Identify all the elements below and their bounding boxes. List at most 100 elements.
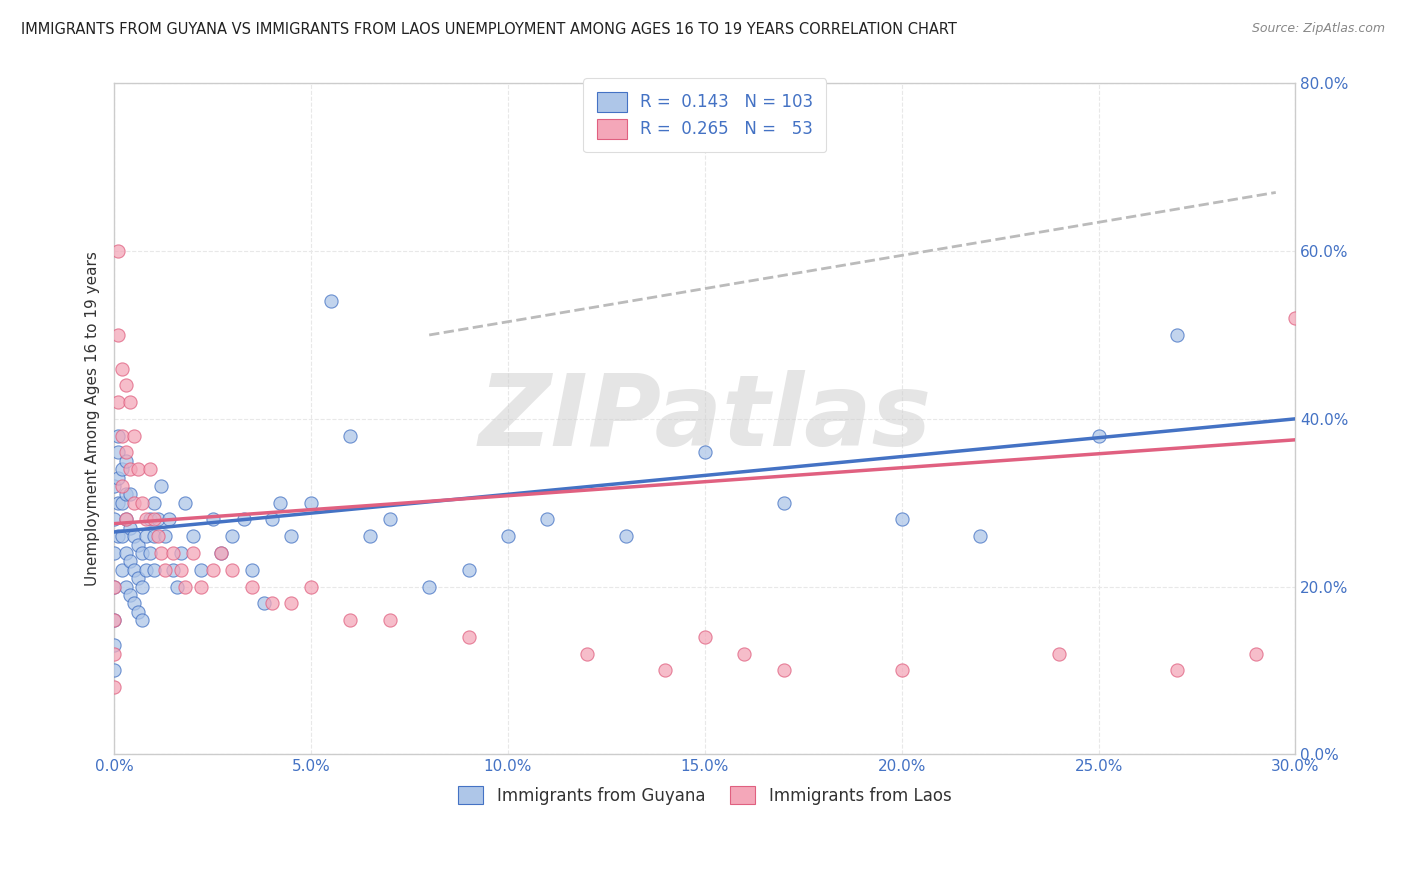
Point: [115, 580, 138, 594]
Point: [122, 596, 145, 610]
Point: [111, 361, 134, 376]
Point: [115, 445, 138, 459]
Point: [103, 638, 125, 652]
Point: [890, 512, 912, 526]
Point: [142, 496, 165, 510]
Point: [111, 563, 134, 577]
Point: [575, 647, 598, 661]
Point: [457, 630, 479, 644]
Point: [107, 244, 129, 259]
Point: [166, 580, 188, 594]
Point: [131, 580, 153, 594]
Point: [146, 529, 169, 543]
Point: [107, 428, 129, 442]
Point: [280, 529, 302, 543]
Point: [111, 428, 134, 442]
Point: [118, 487, 141, 501]
Point: [115, 487, 138, 501]
Point: [162, 563, 184, 577]
Point: [142, 529, 165, 543]
Point: [107, 470, 129, 484]
Point: [107, 496, 129, 510]
Point: [536, 512, 558, 526]
Point: [190, 563, 212, 577]
Point: [319, 294, 342, 309]
Point: [693, 445, 716, 459]
Legend: Immigrants from Guyana, Immigrants from Laos: Immigrants from Guyana, Immigrants from …: [450, 778, 960, 813]
Point: [157, 512, 180, 526]
Point: [107, 328, 129, 343]
Point: [1284, 311, 1306, 326]
Point: [181, 529, 204, 543]
Point: [496, 529, 519, 543]
Point: [115, 454, 138, 468]
Point: [1087, 428, 1109, 442]
Point: [150, 546, 173, 560]
Point: [201, 512, 224, 526]
Point: [299, 580, 322, 594]
Point: [111, 496, 134, 510]
Point: [378, 512, 401, 526]
Point: [115, 378, 138, 392]
Point: [131, 496, 153, 510]
Point: [772, 664, 794, 678]
Point: [280, 596, 302, 610]
Point: [299, 496, 322, 510]
Point: [103, 546, 125, 560]
Point: [115, 512, 138, 526]
Point: [103, 680, 125, 694]
Point: [103, 580, 125, 594]
Point: [131, 546, 153, 560]
Point: [107, 445, 129, 459]
Text: ZIPatlas: ZIPatlas: [478, 370, 931, 467]
Point: [138, 462, 160, 476]
Point: [233, 512, 256, 526]
Point: [135, 512, 157, 526]
Point: [103, 512, 125, 526]
Point: [457, 563, 479, 577]
Point: [209, 546, 232, 560]
Point: [201, 563, 224, 577]
Point: [890, 664, 912, 678]
Point: [1244, 647, 1267, 661]
Point: [122, 563, 145, 577]
Point: [418, 580, 440, 594]
Point: [127, 571, 149, 585]
Point: [190, 580, 212, 594]
Point: [107, 395, 129, 409]
Point: [142, 512, 165, 526]
Point: [614, 529, 637, 543]
Point: [772, 496, 794, 510]
Point: [103, 613, 125, 627]
Point: [162, 546, 184, 560]
Point: [107, 529, 129, 543]
Point: [111, 462, 134, 476]
Point: [181, 546, 204, 560]
Point: [155, 563, 177, 577]
Point: [339, 613, 361, 627]
Point: [103, 664, 125, 678]
Point: [103, 580, 125, 594]
Point: [174, 496, 197, 510]
Point: [115, 512, 138, 526]
Point: [135, 563, 157, 577]
Point: [359, 529, 381, 543]
Point: [221, 529, 243, 543]
Point: [260, 596, 283, 610]
Point: [118, 554, 141, 568]
Point: [142, 563, 165, 577]
Point: [174, 580, 197, 594]
Point: [155, 529, 177, 543]
Point: [170, 563, 193, 577]
Text: Source: ZipAtlas.com: Source: ZipAtlas.com: [1251, 22, 1385, 36]
Point: [118, 395, 141, 409]
Point: [150, 479, 173, 493]
Point: [122, 428, 145, 442]
Y-axis label: Unemployment Among Ages 16 to 19 years: Unemployment Among Ages 16 to 19 years: [86, 252, 100, 586]
Point: [118, 462, 141, 476]
Point: [269, 496, 291, 510]
Point: [127, 538, 149, 552]
Point: [103, 647, 125, 661]
Point: [1047, 647, 1070, 661]
Point: [118, 588, 141, 602]
